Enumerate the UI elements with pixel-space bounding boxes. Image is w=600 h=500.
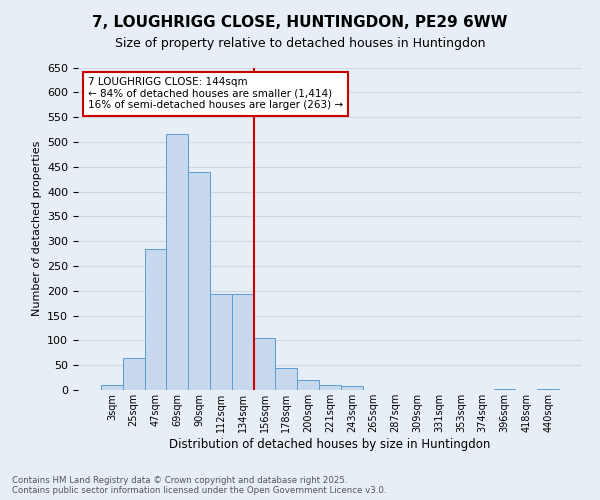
Bar [101, 385, 123, 390]
Bar [232, 294, 254, 390]
X-axis label: Distribution of detached houses by size in Huntingdon: Distribution of detached houses by size … [169, 438, 491, 450]
Bar [254, 338, 275, 390]
Bar [494, 388, 515, 390]
Text: Size of property relative to detached houses in Huntingdon: Size of property relative to detached ho… [115, 38, 485, 51]
Bar [166, 134, 188, 390]
Bar [297, 380, 319, 390]
Text: 7, LOUGHRIGG CLOSE, HUNTINGDON, PE29 6WW: 7, LOUGHRIGG CLOSE, HUNTINGDON, PE29 6WW [92, 15, 508, 30]
Bar [341, 386, 363, 390]
Text: Contains HM Land Registry data © Crown copyright and database right 2025.
Contai: Contains HM Land Registry data © Crown c… [12, 476, 386, 495]
Bar [537, 388, 559, 390]
Bar [319, 385, 341, 390]
Bar [145, 248, 166, 390]
Bar [188, 172, 210, 390]
Bar [210, 294, 232, 390]
Bar [275, 368, 297, 390]
Text: 7 LOUGHRIGG CLOSE: 144sqm
← 84% of detached houses are smaller (1,414)
16% of se: 7 LOUGHRIGG CLOSE: 144sqm ← 84% of detac… [88, 77, 343, 110]
Bar [123, 358, 145, 390]
Y-axis label: Number of detached properties: Number of detached properties [32, 141, 41, 316]
